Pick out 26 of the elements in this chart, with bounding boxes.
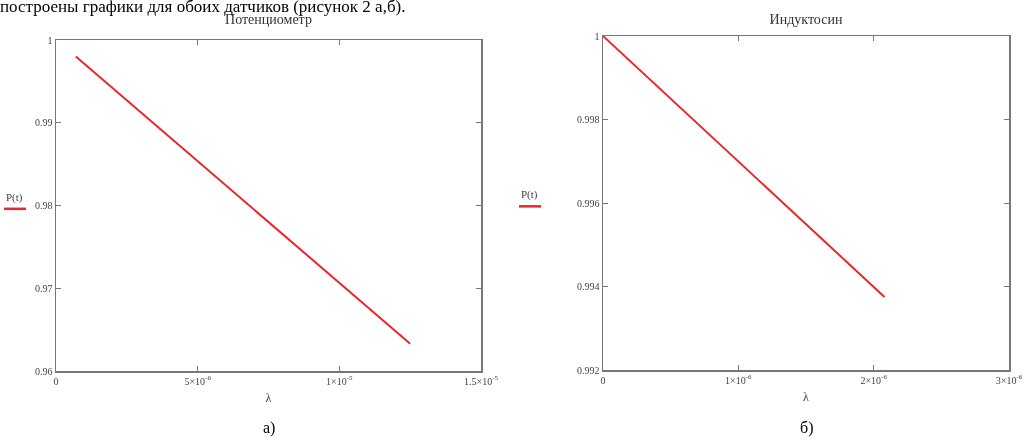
x-tick-label: 5×10$^{-6}$ [184,374,212,387]
x-tick-label: 1.5×10$^{-5}$ [464,374,499,387]
x-axis-title: λ [265,391,272,406]
text: построены графики для обоих датчиков (рисунок 2 а,б). [0,0,406,16]
y-axis-title: P(t) [6,191,23,204]
y-tick-label: 0.996 [577,197,600,209]
x-tick-label: 0 [53,375,59,387]
x-tick-label: 0 [600,374,606,386]
y-tick-label: 0.98 [35,200,53,211]
y-tick-label: 0.998 [577,114,600,125]
y-tick-label: 1 [594,30,600,42]
y-axis-title: P(t) [521,188,538,201]
x-tick-label: 1×10$^{-5}$ [326,374,354,387]
text: а) [263,419,276,437]
x-axis-title: λ [803,390,810,405]
x-tick-label: 3×10$^{-6}$ [995,373,1023,386]
x-tick-label: 1×10$^{-6}$ [725,373,753,386]
x-tick-label: 2×10$^{-6}$ [860,373,888,386]
text: б) [800,419,814,437]
y-tick-label: 0.97 [35,282,53,294]
y-tick-label: 0.992 [577,364,600,376]
chart-title: Индуктосин [769,12,843,27]
y-tick-label: 0.994 [577,281,600,292]
y-tick-label: 0.99 [35,117,53,129]
y-tick-label: 0.96 [35,365,53,377]
y-tick-label: 1 [47,34,53,46]
